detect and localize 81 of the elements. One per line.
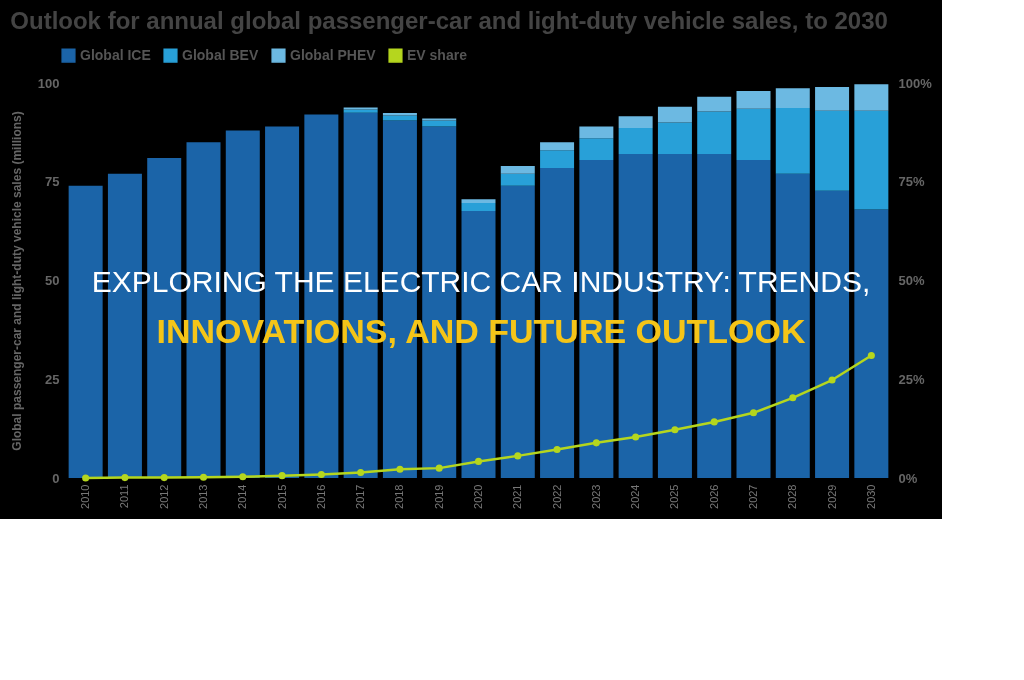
bar xyxy=(657,122,692,155)
point xyxy=(357,468,365,476)
point xyxy=(789,394,797,402)
point xyxy=(710,418,718,426)
point xyxy=(278,472,286,480)
bar xyxy=(775,107,810,174)
bar xyxy=(736,90,771,109)
bar xyxy=(657,106,692,123)
point xyxy=(592,439,600,447)
point xyxy=(867,352,875,360)
x-tick-label: 2030 xyxy=(864,484,877,509)
x-tick-label: 2020 xyxy=(472,484,484,509)
bar xyxy=(697,111,732,155)
legend-label: Global PHEV xyxy=(290,46,377,63)
legend-label: EV share xyxy=(407,46,468,63)
legend-label: Global BEV xyxy=(182,46,259,63)
bar xyxy=(579,138,614,161)
y2-tick-label: 50% xyxy=(898,273,925,288)
y-tick-label: 75 xyxy=(45,174,60,190)
x-tick-label: 2018 xyxy=(393,484,406,509)
legend-label: Global ICE xyxy=(80,46,151,63)
y2-tick-label: 25% xyxy=(898,371,925,387)
y2-tick-label: 75% xyxy=(898,174,925,190)
point xyxy=(239,473,247,481)
point xyxy=(474,457,483,465)
x-tick-label: 2010 xyxy=(79,484,92,509)
point xyxy=(632,433,640,441)
point xyxy=(553,446,561,454)
x-tick-label: 2022 xyxy=(550,484,563,509)
bar xyxy=(736,108,771,161)
x-tick-label: 2027 xyxy=(747,484,759,509)
bar xyxy=(815,86,850,111)
x-tick-label: 2026 xyxy=(707,484,720,509)
point xyxy=(828,376,836,384)
x-tick-label: 2024 xyxy=(629,484,642,509)
bar xyxy=(854,110,889,210)
x-tick-label: 2019 xyxy=(432,484,445,509)
point xyxy=(317,470,325,478)
bar xyxy=(500,173,535,186)
point xyxy=(671,426,679,434)
y2-tick-label: 100% xyxy=(898,75,933,91)
x-tick-label: 2029 xyxy=(825,484,838,509)
bar xyxy=(382,115,417,121)
x-tick-label: 2021 xyxy=(511,484,524,509)
x-tick-label: 2013 xyxy=(197,484,209,509)
point xyxy=(121,474,129,482)
point xyxy=(514,452,522,460)
chart-title: Outlook for annual global passenger-car and light-duty vehicle sales, to 2030 xyxy=(10,7,888,34)
x-tick-label: 2012 xyxy=(157,484,170,509)
x-tick-label: 2014 xyxy=(236,484,249,509)
point xyxy=(199,473,208,481)
x-tick-label: 2017 xyxy=(354,484,367,509)
point xyxy=(160,474,168,482)
bar xyxy=(500,165,535,174)
bar xyxy=(618,128,653,155)
bar xyxy=(540,142,575,151)
bar xyxy=(461,203,496,211)
y-tick-label: 50 xyxy=(45,273,60,288)
y-tick-label: 100 xyxy=(37,75,60,91)
bar xyxy=(854,84,889,111)
y-tick-label: 25 xyxy=(45,371,60,387)
x-tick-label: 2023 xyxy=(589,484,602,509)
y-tick-label: 0 xyxy=(52,470,60,486)
point xyxy=(749,409,758,417)
x-tick-label: 2015 xyxy=(275,484,288,509)
bar xyxy=(815,110,850,191)
y-axis-title: Global passenger-car and light-duty vehicle sales (millions) xyxy=(9,111,24,451)
point xyxy=(82,474,90,482)
point xyxy=(396,465,404,473)
x-tick-label: 2025 xyxy=(668,484,681,509)
bar xyxy=(775,88,810,108)
bar xyxy=(461,199,496,204)
point xyxy=(435,464,443,472)
x-tick-label: 2011 xyxy=(118,484,131,509)
x-tick-label: 2028 xyxy=(786,484,799,509)
bar xyxy=(618,116,653,129)
y2-tick-label: 0% xyxy=(898,470,918,486)
x-tick-label: 2016 xyxy=(314,484,327,509)
bar xyxy=(579,126,614,139)
bar xyxy=(697,96,732,112)
bar xyxy=(540,150,575,168)
